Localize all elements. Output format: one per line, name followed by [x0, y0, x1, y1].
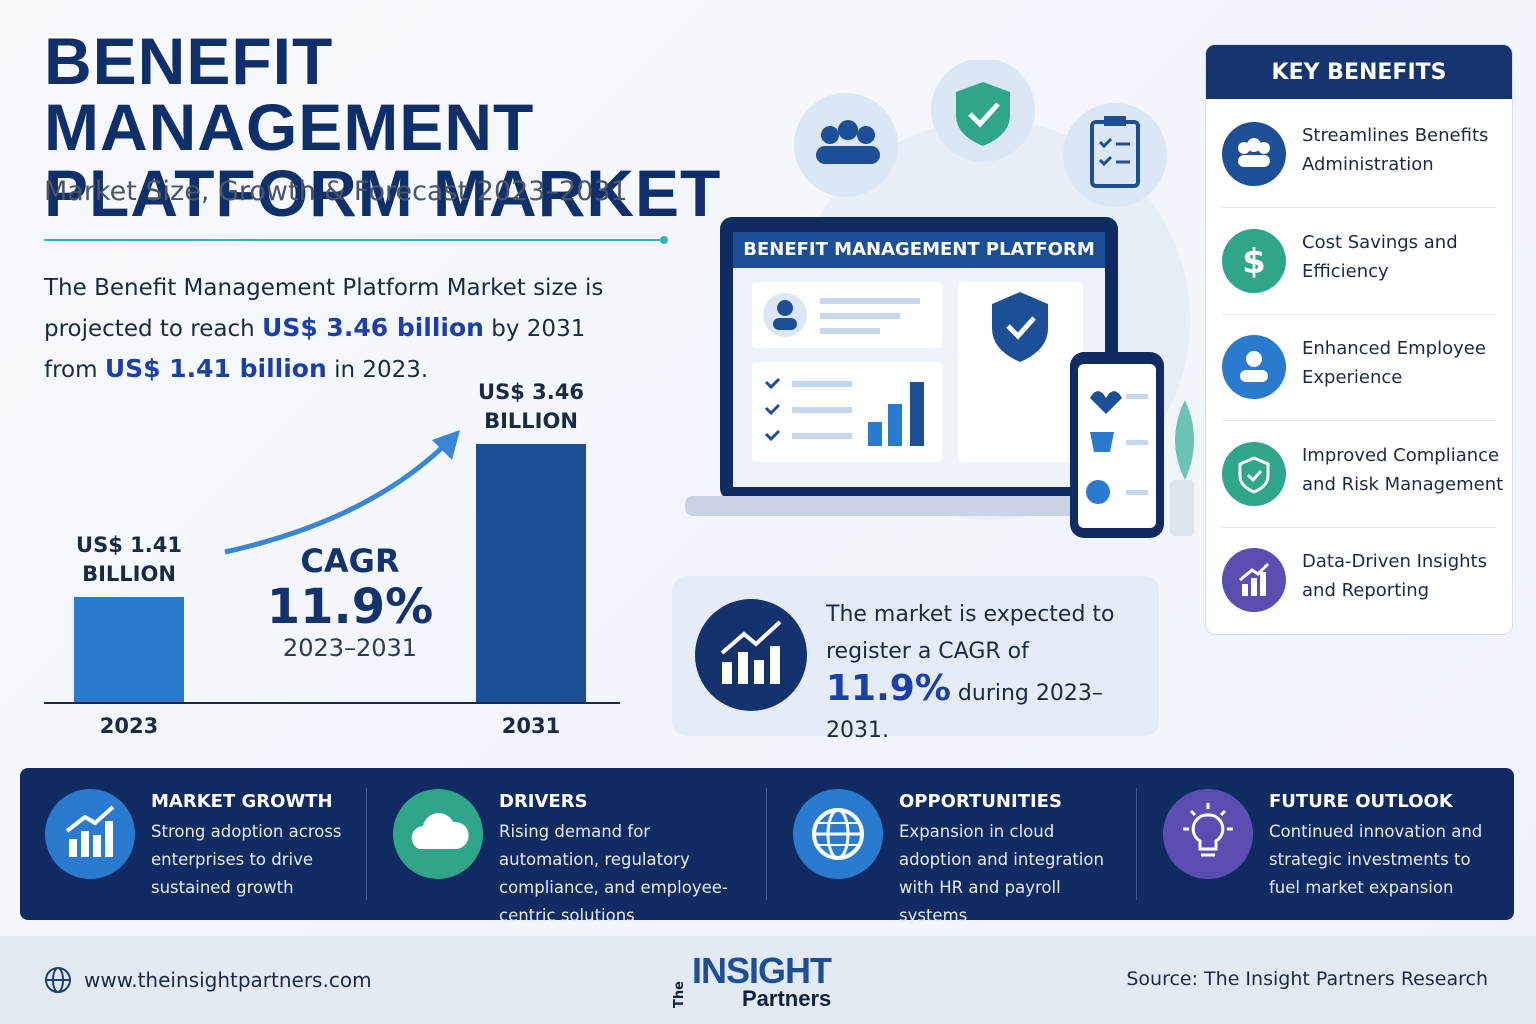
intro-part: The Benefit Management Platform Market s…: [44, 275, 604, 342]
separator: [1222, 420, 1496, 421]
cagr-note: The market is expected to register a CAG…: [672, 576, 1159, 743]
cagr-note-part: during 2023–2031.: [826, 681, 1103, 743]
key-benefits: KEY BENEFITS Streamlines Benefits Admini…: [1205, 44, 1513, 635]
divider: [44, 236, 668, 244]
source: Source: The Insight Partners Research: [1126, 968, 1488, 990]
globe-icon: [45, 967, 71, 993]
highlight-title: FUTURE OUTLOOK: [1269, 791, 1453, 812]
benefit-text: Enhanced Employee Experience: [1302, 338, 1486, 388]
highlight-icon: [793, 789, 883, 879]
subtitle: Market Size, Growth & Forecast 2023–2031: [44, 176, 628, 207]
benefit-text: Data-Driven Insights and Reporting: [1302, 551, 1487, 601]
baseline: [44, 702, 620, 704]
cagr-icon: [695, 599, 807, 711]
cagr-value: 11.9%: [266, 579, 434, 635]
benefit-icon: [1222, 122, 1286, 186]
intro-part: by 2031 from: [44, 316, 586, 383]
platform-illustration: [685, 60, 1194, 538]
title: BENEFIT MANAGEMENT PLATFORM MARKET: [44, 24, 722, 230]
benefit-item: Streamlines Benefits Administration: [1206, 101, 1512, 207]
benefit-item: Improved Compliance and Risk Management: [1206, 421, 1512, 527]
icon-glyph: [65, 805, 115, 857]
intro-highlight: US$ 1.41 billion: [104, 354, 327, 383]
benefit-icon: [1222, 548, 1286, 612]
highlight-icon: [45, 789, 135, 879]
svg-text:$: $: [1242, 242, 1266, 282]
benefit-item: Enhanced Employee Experience: [1206, 314, 1512, 420]
benefit-item: Data-Driven Insights and Reporting: [1206, 527, 1512, 633]
dashboard-title: BENEFIT MANAGEMENT PLATFORM: [743, 239, 1095, 260]
website: www.theinsightpartners.com: [84, 968, 372, 992]
x-tick-label: 2023: [99, 714, 159, 738]
icon-glyph: [1183, 803, 1233, 857]
icon-glyph: [411, 813, 469, 849]
bar-chart: CAGR 11.9% 2023–2031 US$ 1.41 BILLION 202…: [40, 370, 640, 750]
cagr-note-value: 11.9%: [826, 668, 951, 709]
separator: [1222, 526, 1496, 528]
footer: www.theinsightpartners.com The INSIGHT P…: [0, 936, 1536, 1024]
highlight-icon: [393, 789, 483, 879]
cagr-annotation: CAGR 11.9% 2023–2031: [250, 542, 450, 662]
highlight-text: Strong adoption across enterprises to dr…: [151, 822, 342, 897]
cagr-label: CAGR: [300, 542, 400, 580]
icon-glyph: $: [1242, 242, 1266, 282]
highlight: OPPORTUNITIES Expansion in cloud adoption…: [793, 768, 1123, 925]
highlight-text: Continued innovation and strategic inves…: [1269, 822, 1483, 897]
benefit-icon: [1222, 441, 1286, 506]
highlight: FUTURE OUTLOOK Continued innovation and s…: [1163, 768, 1493, 920]
separator: [366, 788, 367, 900]
cagr-note-text: The market is expected to register a CAG…: [826, 596, 1146, 749]
separator: [766, 788, 767, 900]
highlight: MARKET GROWTH Strong adoption across ente…: [45, 768, 375, 920]
highlights-band: MARKET GROWTH Strong adoption across ente…: [20, 768, 1514, 925]
highlight-title: MARKET GROWTH: [151, 791, 333, 812]
benefit-text: Improved Compliance and Risk Management: [1302, 444, 1504, 495]
growth-arrow: [224, 430, 460, 555]
logo-main: INSIGHT: [692, 950, 832, 991]
intro-part: in 2023.: [334, 357, 429, 383]
highlight-text: Expansion in cloud adoption and integrat…: [899, 822, 1104, 925]
separator: [1222, 207, 1496, 208]
icon-glyph: [1238, 138, 1270, 167]
icon-glyph: [812, 808, 864, 860]
benefit-icon: [1222, 335, 1286, 399]
cagr-period: 2023–2031: [282, 634, 418, 662]
separator: [1136, 788, 1137, 900]
separator: [1222, 313, 1496, 315]
highlight-title: DRIVERS: [499, 791, 588, 812]
benefit-text: Cost Savings and Efficiency: [1302, 231, 1458, 282]
intro-text: The Benefit Management Platform Market s…: [44, 268, 644, 390]
x-tick-label: 2031: [501, 714, 561, 738]
highlight-text: Rising demand for automation, regulatory…: [499, 822, 728, 925]
benefit-item: $ Cost Savings and Efficiency: [1206, 208, 1512, 314]
bar: [74, 596, 184, 702]
intro-highlight: US$ 3.46 billion: [262, 313, 484, 342]
logo-sub: Partners: [742, 986, 832, 1011]
benefit-icon: $: [1222, 228, 1286, 293]
logo-the: The: [672, 981, 687, 1008]
highlight: DRIVERS Rising demand for automation, reg…: [393, 768, 728, 925]
value-label: US$ 1.41 BILLION: [76, 532, 182, 586]
benefit-text: Streamlines Benefits Administration: [1302, 125, 1489, 175]
icon-glyph: [1239, 562, 1270, 596]
icon-glyph: [1238, 455, 1270, 494]
bar: [476, 444, 586, 702]
cagr-note-part: The market is expected to register a CAG…: [826, 602, 1115, 664]
highlight-title: OPPORTUNITIES: [899, 791, 1062, 812]
key-benefits-title: KEY BENEFITS: [1206, 45, 1512, 99]
value-label: US$ 3.46 BILLION: [478, 380, 584, 433]
icon-glyph: [1240, 351, 1268, 382]
highlight-icon: [1163, 789, 1253, 879]
